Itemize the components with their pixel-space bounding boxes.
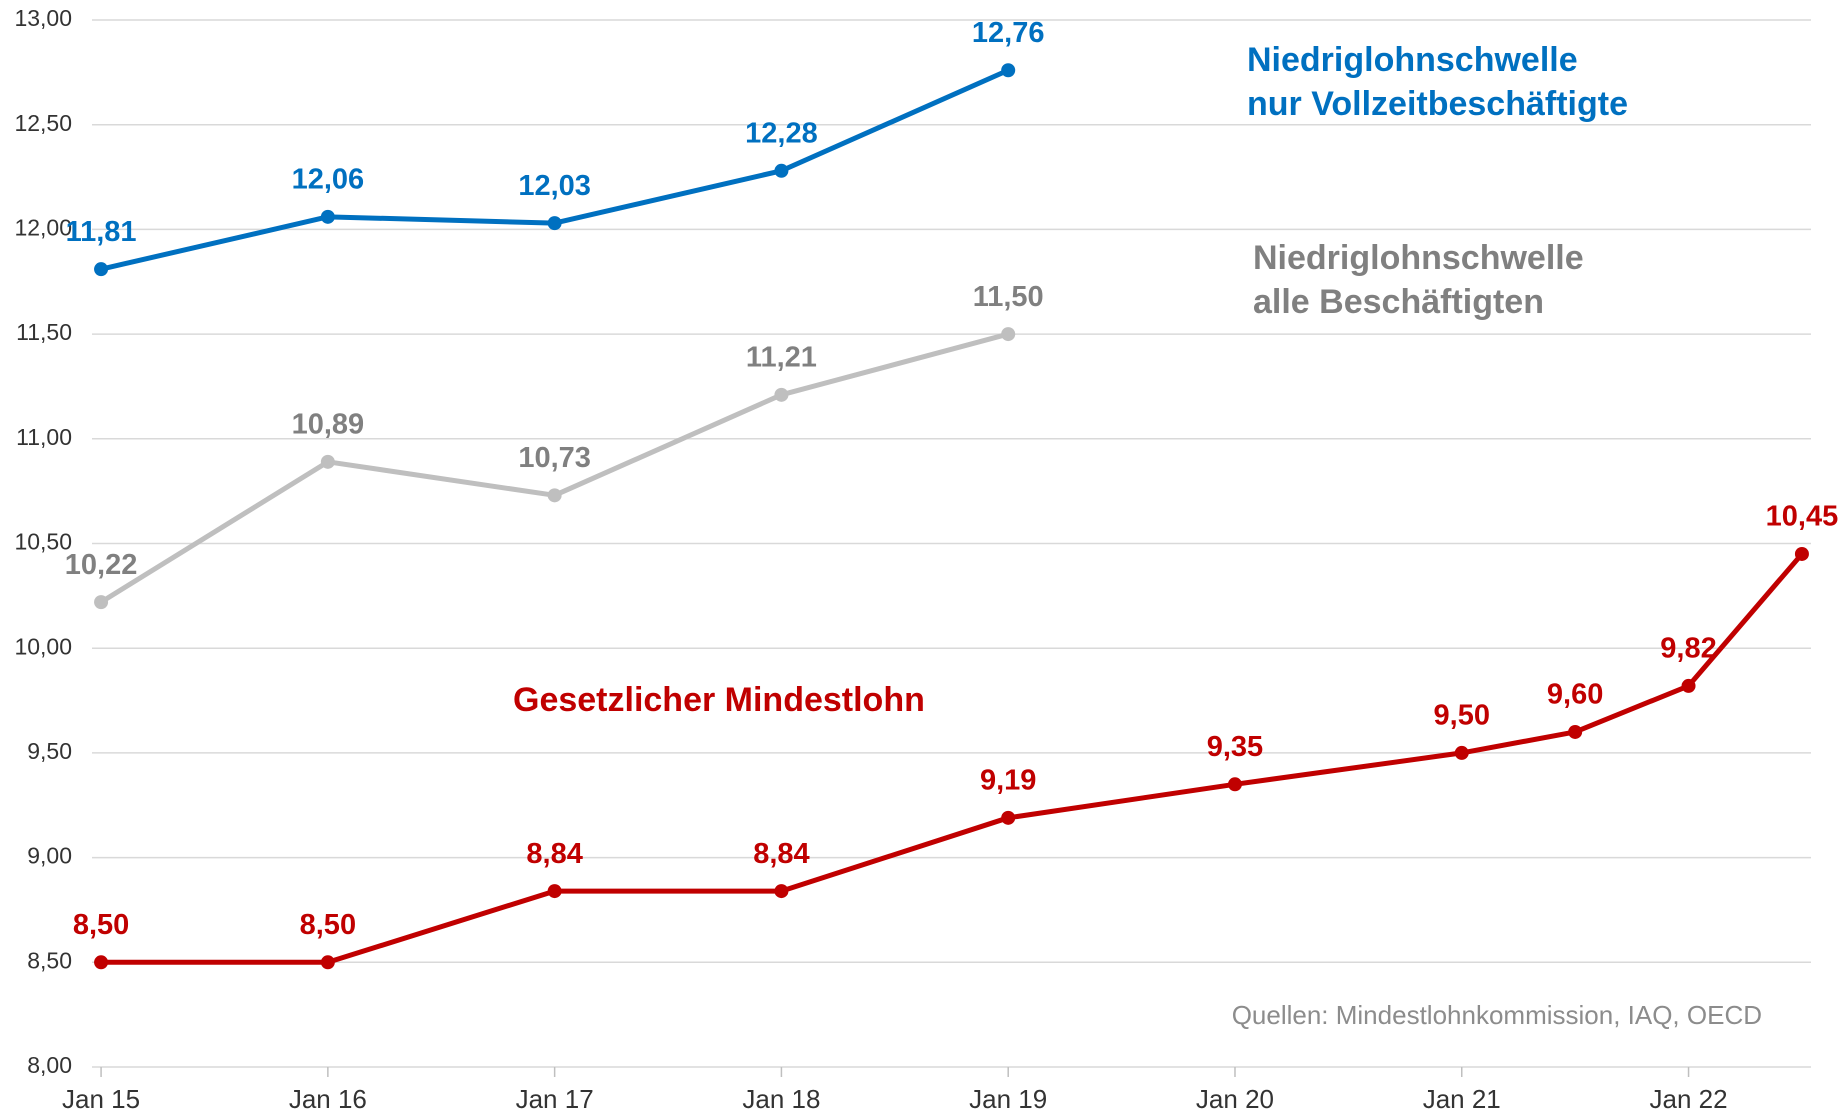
data-point [547,216,562,231]
data-point [1568,724,1583,739]
y-tick-label: 10,50 [14,529,72,555]
y-tick-label: 9,00 [27,843,72,869]
data-point [1001,810,1016,825]
data-point [774,884,789,899]
y-tick-label: 9,50 [27,738,72,764]
x-tick-label: Jan 19 [969,1084,1047,1114]
x-tick-label: Jan 22 [1649,1084,1727,1114]
data-label: 12,06 [292,163,365,195]
data-label: 11,50 [973,281,1044,313]
data-point [94,955,109,970]
data-point [1681,678,1696,693]
data-label: 12,03 [518,170,591,202]
x-tick-label: Jan 16 [289,1084,367,1114]
data-point [320,454,335,469]
y-tick-label: 12,50 [14,110,72,136]
data-point [774,387,789,402]
data-label: 10,22 [65,549,138,581]
data-point [320,209,335,224]
data-label: 10,89 [292,408,365,440]
data-point [547,488,562,503]
x-tick-label: Jan 20 [1196,1084,1274,1114]
data-label: 9,19 [980,764,1036,796]
data-point [1001,63,1016,78]
series-name: Gesetzlicher Mindestlohn [513,681,925,719]
data-point [1001,327,1016,342]
data-point [1794,546,1809,561]
data-label: 10,73 [518,442,591,474]
x-tick-label: Jan 18 [742,1084,820,1114]
source: Quellen: Mindestlohnkommission, IAQ, OEC… [1231,1000,1762,1030]
y-tick-label: 11,00 [16,424,72,450]
y-tick-label: 11,50 [16,319,72,345]
data-point [94,262,109,277]
data-label: 11,81 [66,216,137,248]
series-name: Niedriglohnschwelle nur Vollzeitbeschäft… [1247,41,1628,123]
data-label: 8,50 [73,909,129,941]
y-tick-label: 10,00 [14,633,72,659]
y-tick-label: 8,50 [27,947,72,973]
data-point [774,163,789,178]
data-label: 9,82 [1660,633,1716,665]
data-point [1454,745,1469,760]
data-label: 12,28 [745,117,818,149]
y-tick-label: 13,00 [14,5,72,31]
series-name: Niedriglohnschwelle alle Beschäftigten [1253,239,1584,321]
data-label: 9,50 [1434,700,1490,732]
data-point [320,955,335,970]
data-label: 10,45 [1766,501,1839,533]
data-label: 11,21 [746,341,817,373]
data-point [1227,777,1242,792]
data-point [94,595,109,610]
x-tick-label: Jan 15 [62,1084,140,1114]
data-label: 8,84 [753,838,809,870]
y-tick-label: 12,00 [14,214,72,240]
x-tick-label: Jan 17 [516,1084,594,1114]
data-label: 8,84 [526,838,582,870]
data-label: 9,35 [1207,731,1263,763]
data-label: 8,50 [300,909,356,941]
data-label: 9,60 [1547,679,1603,711]
series-line [101,552,1804,965]
y-tick-label: 8,00 [27,1052,72,1078]
x-tick-label: Jan 21 [1423,1084,1501,1114]
data-label: 12,76 [972,17,1045,49]
data-point [547,884,562,899]
